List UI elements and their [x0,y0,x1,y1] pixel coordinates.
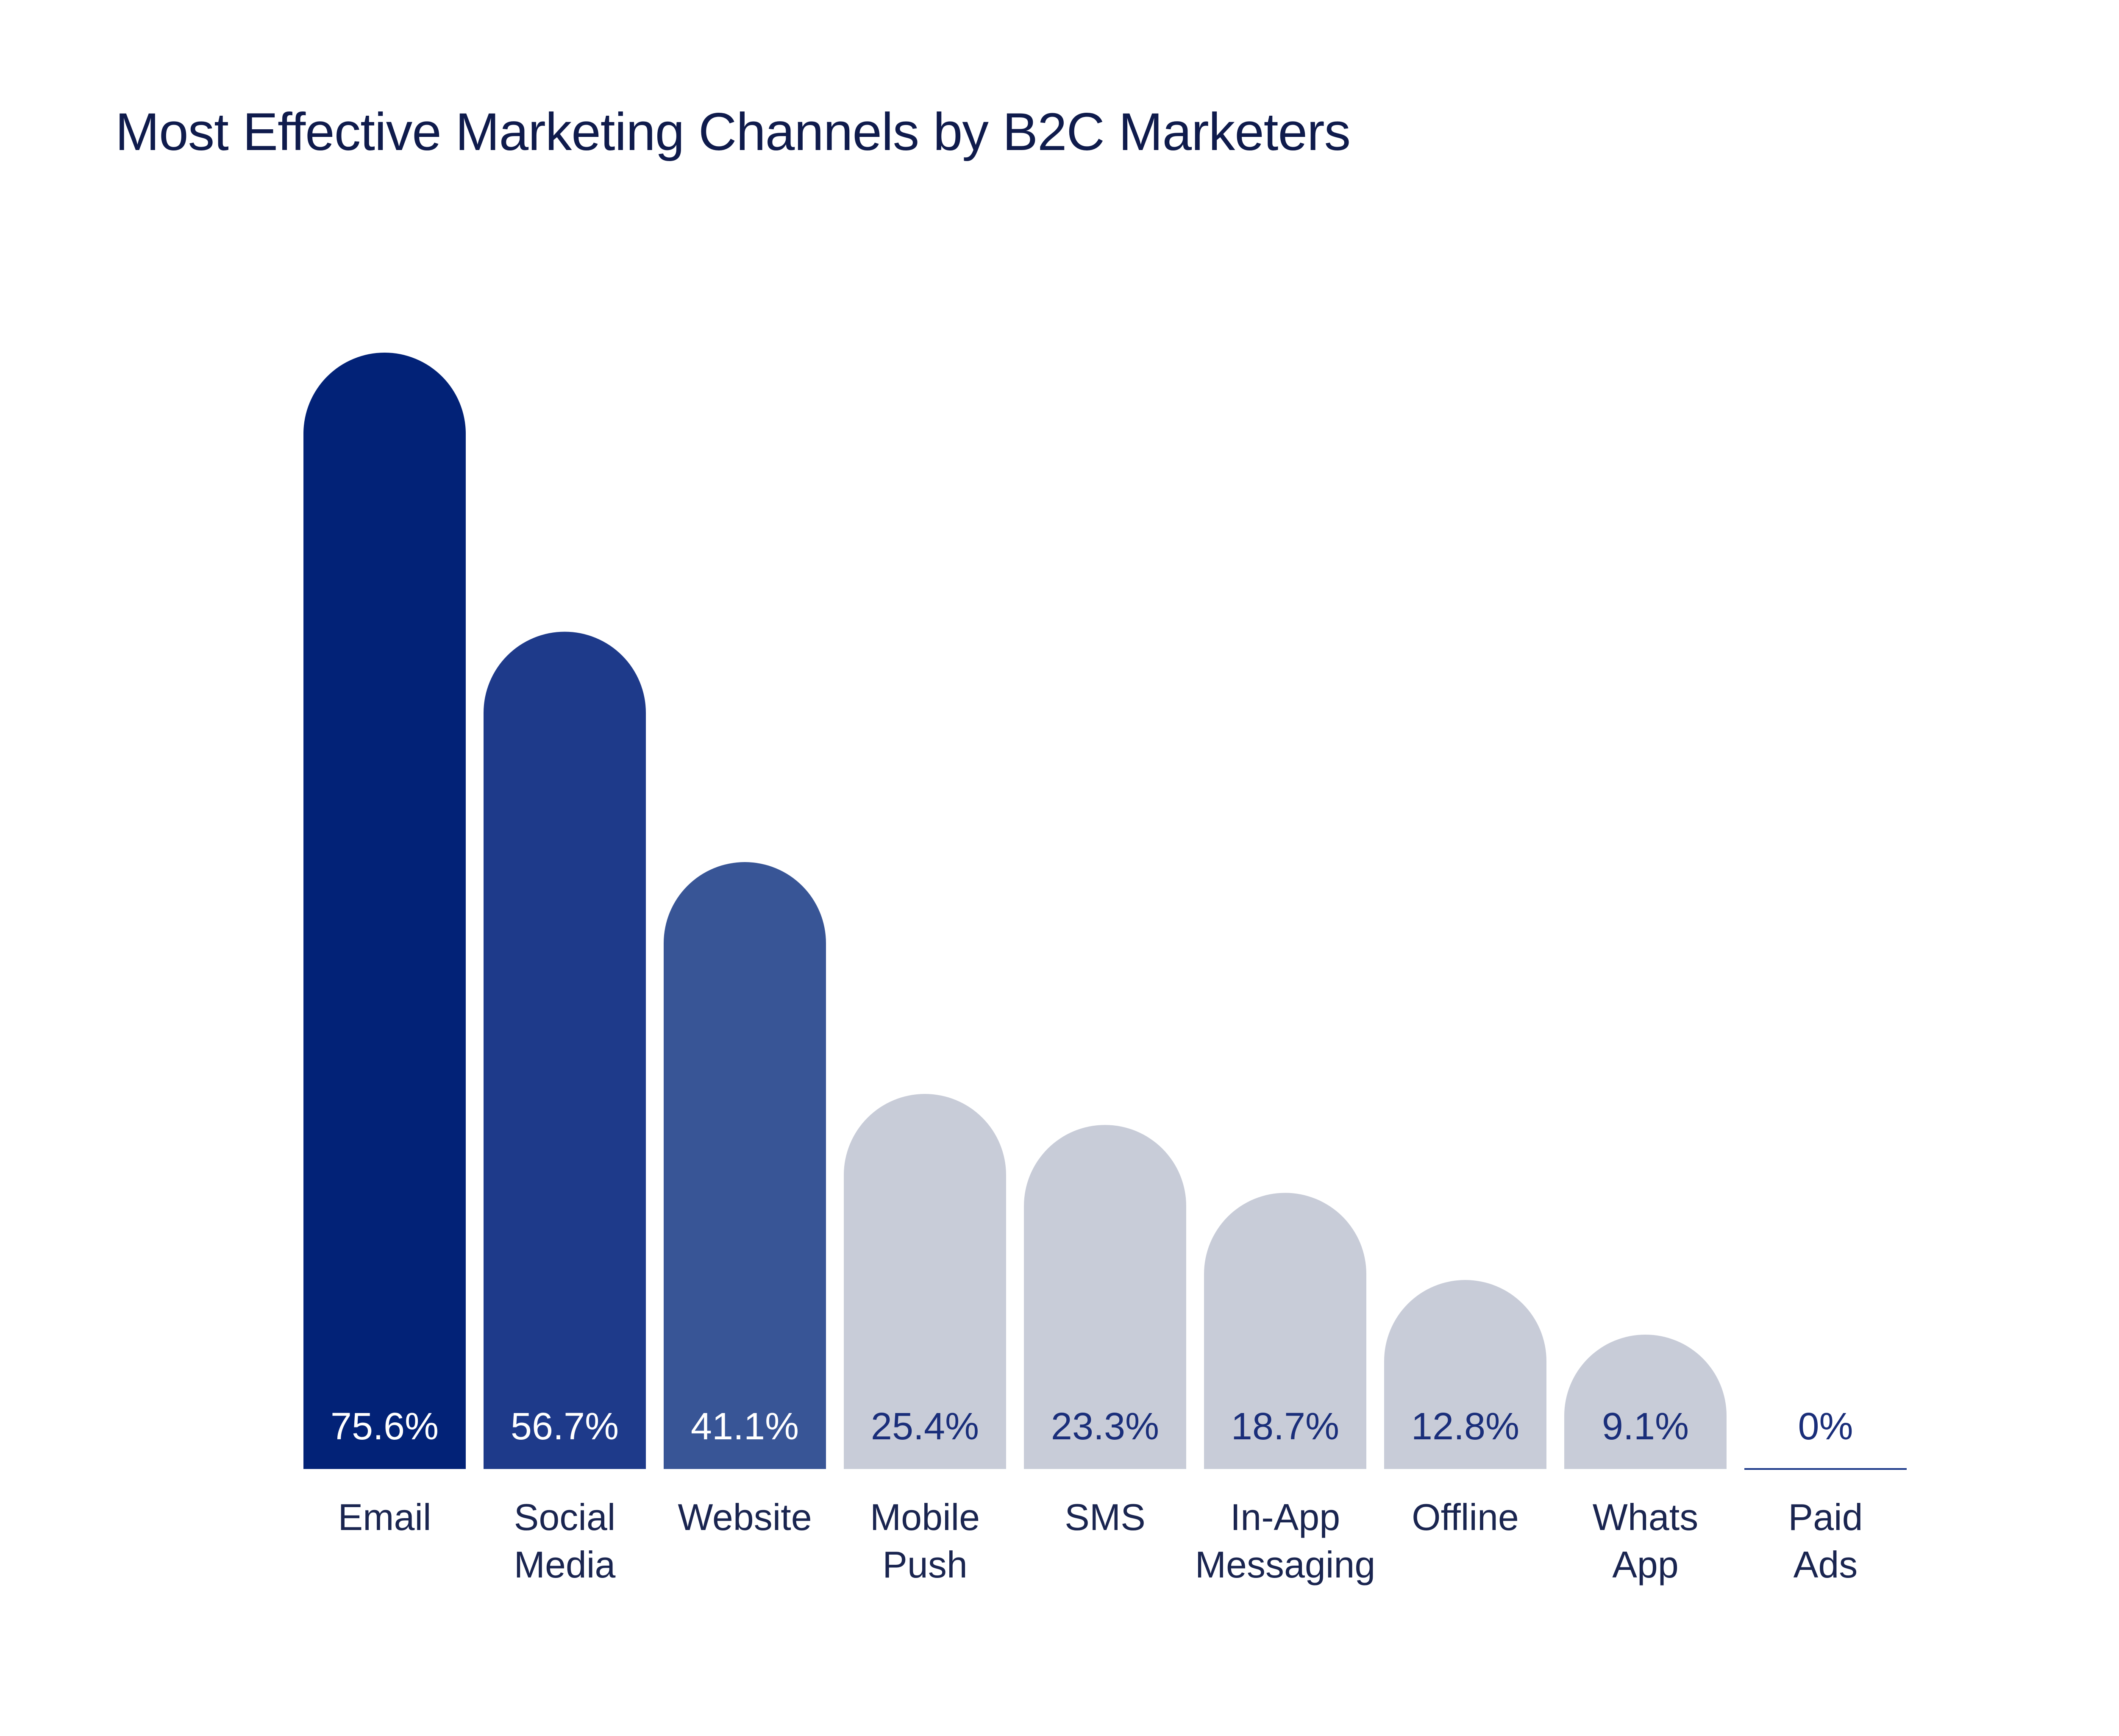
value-label-2: 41.1% [691,1405,799,1448]
value-label-8: 0% [1798,1405,1853,1448]
category-label-8: Paid Ads [1788,1496,1863,1586]
value-label-5: 18.7% [1231,1405,1339,1448]
bar-5 [1204,1193,1366,1469]
category-label-6: Offline [1412,1496,1519,1538]
bar-0 [303,353,466,1469]
category-label-3: Mobile Push [870,1496,980,1586]
bar-7 [1564,1334,1727,1469]
bar-2 [664,862,826,1469]
value-label-7: 9.1% [1602,1405,1689,1448]
value-label-6: 12.8% [1411,1405,1519,1448]
category-label-1: Social Media [514,1496,616,1586]
category-label-5: In-App Messaging [1195,1496,1376,1586]
value-label-0: 75.6% [331,1405,439,1448]
bar-3 [844,1094,1006,1469]
value-label-1: 56.7% [511,1405,619,1448]
category-label-4: SMS [1065,1496,1146,1538]
bar-4 [1024,1125,1186,1469]
bar-1 [484,632,646,1469]
category-label-0: Email [338,1496,431,1538]
category-label-2: Website [678,1496,812,1538]
category-label-7: Whats App [1593,1496,1698,1586]
bar-6 [1384,1280,1546,1469]
chart-title: Most Effective Marketing Channels by B2C… [115,103,1351,161]
value-label-4: 23.3% [1051,1405,1159,1448]
value-label-3: 25.4% [871,1405,979,1448]
